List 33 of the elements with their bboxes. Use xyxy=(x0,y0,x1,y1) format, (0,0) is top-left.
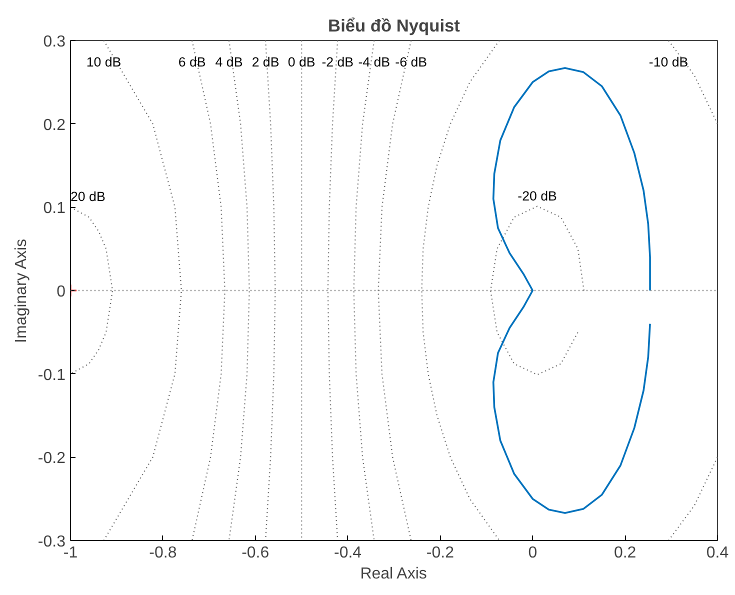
line-series xyxy=(353,40,375,540)
x-tick-label: 0.2 xyxy=(614,544,636,562)
series-label: -20 dB xyxy=(518,188,558,204)
y-tick-label: 0 xyxy=(56,284,66,300)
y-tick-label: 0.3 xyxy=(43,34,66,50)
series-label: -10 dB xyxy=(648,54,688,70)
y-axis-title: Imaginary Axis xyxy=(12,238,30,343)
series-label: 6 dB xyxy=(178,54,206,70)
x-tick-label: -1 xyxy=(63,544,78,562)
series-label: 2 dB xyxy=(252,54,280,70)
series-label: -6 dB xyxy=(395,54,428,70)
line-series xyxy=(228,40,250,540)
x-tick-label: -0.6 xyxy=(242,544,270,562)
y-tick-label: -0.1 xyxy=(38,366,66,384)
series-label: -2 dB xyxy=(322,54,354,70)
y-tick-label: -0.3 xyxy=(38,534,66,550)
y-tick-label: -0.2 xyxy=(38,450,66,468)
x-axis-title: Real Axis xyxy=(360,566,427,582)
y-tick-label: 0.1 xyxy=(43,200,66,218)
x-tick-label: -0.2 xyxy=(426,544,454,562)
series-label: 20 dB xyxy=(70,189,106,204)
series-label: 4 dB xyxy=(215,54,243,70)
y-tick-label: 0.2 xyxy=(43,116,66,134)
series-label: -4 dB xyxy=(358,54,390,70)
chart-title: Biểu đồ Nyquist xyxy=(328,16,460,36)
series-label: 10 dB xyxy=(86,54,122,70)
x-tick-label: -0.4 xyxy=(334,544,362,562)
line-series xyxy=(70,206,114,374)
x-tick-label: 0.4 xyxy=(706,544,729,562)
x-tick-label: -0.8 xyxy=(149,544,177,562)
line-series xyxy=(492,67,651,514)
x-tick-label: 0 xyxy=(528,544,538,562)
series-label: 0 dB xyxy=(288,54,316,70)
